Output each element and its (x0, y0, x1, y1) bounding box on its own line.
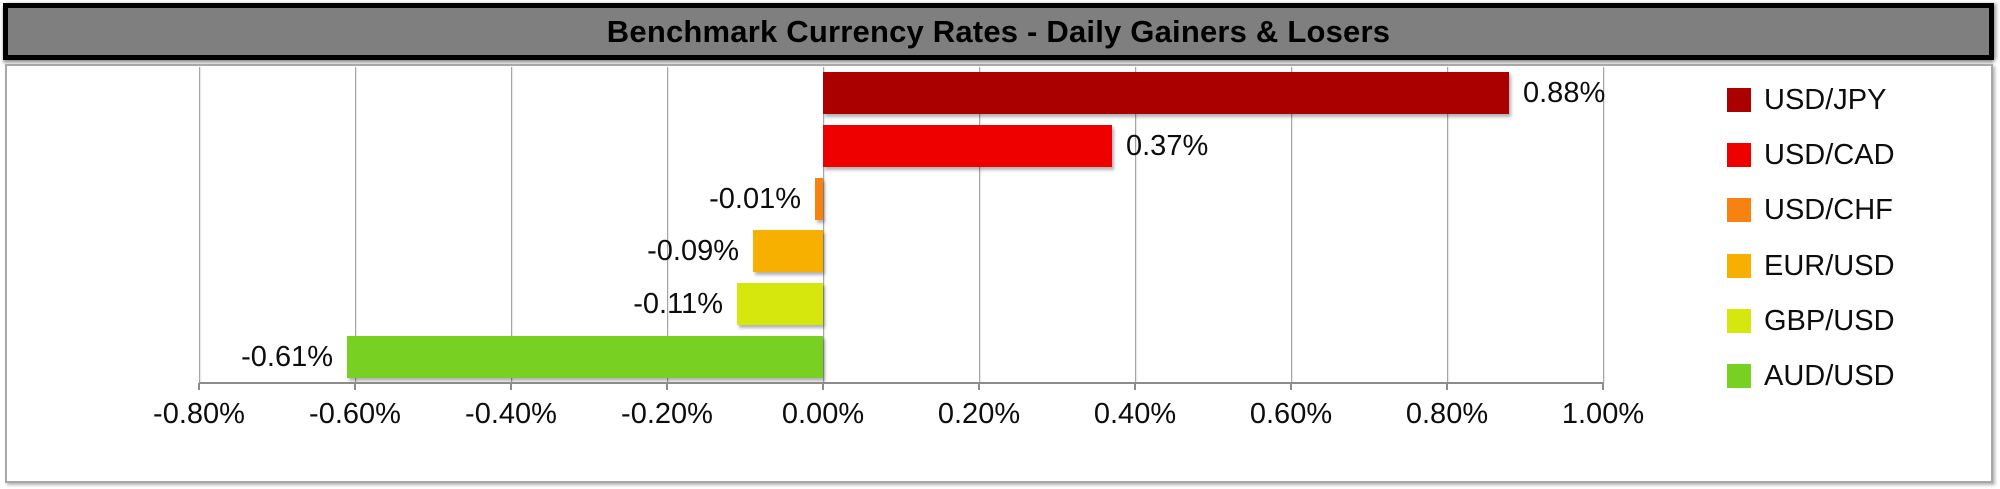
legend-swatch-icon (1727, 88, 1751, 112)
bar-value-label: -0.01% (709, 182, 801, 215)
legend-label: USD/CHF (1764, 193, 1893, 226)
gridline-0.20% (979, 67, 980, 383)
x-tick-label: -0.80% (153, 398, 245, 430)
legend-label: USD/CAD (1764, 138, 1895, 171)
x-tick-label: 0.40% (1093, 398, 1177, 430)
x-tick-label: -0.20% (621, 398, 713, 430)
tick-mark (354, 383, 356, 390)
tick-mark (1134, 383, 1136, 390)
gridline-1.00% (1603, 67, 1604, 383)
gridline-0.60% (1291, 67, 1292, 383)
bar-usd-cad (823, 125, 1112, 167)
legend-item-eur-usd: EUR/USD (1727, 249, 1895, 282)
tick-mark (1290, 383, 1292, 390)
bar-usd-chf (815, 178, 823, 220)
x-tick-label: 1.00% (1561, 398, 1645, 430)
legend-swatch-icon (1727, 364, 1751, 388)
bar-eur-usd (753, 230, 823, 272)
bar-usd-jpy (823, 72, 1509, 114)
x-tick-label: 0.00% (781, 398, 865, 430)
x-tick-label: -0.40% (465, 398, 557, 430)
bar-value-label: -0.61% (241, 340, 333, 373)
legend-label: GBP/USD (1764, 304, 1895, 337)
tick-mark (198, 383, 200, 390)
bar-value-label: -0.11% (633, 287, 723, 320)
legend-label: USD/JPY (1764, 83, 1887, 116)
bar-gbp-usd (737, 283, 823, 325)
tick-mark (510, 383, 512, 390)
tick-mark (666, 383, 668, 390)
gridline-0.80% (1447, 67, 1448, 383)
legend-item-usd-cad: USD/CAD (1727, 138, 1895, 171)
chart-title-band: Benchmark Currency Rates - Daily Gainers… (3, 3, 1994, 60)
gridline--0.40% (511, 67, 512, 383)
legend-label: AUD/USD (1764, 359, 1895, 392)
tick-mark (978, 383, 980, 390)
legend-swatch-icon (1727, 309, 1751, 333)
bar-value-label: 0.37% (1126, 129, 1209, 162)
tick-mark (822, 383, 824, 390)
legend-swatch-icon (1727, 143, 1751, 167)
bar-value-label: -0.09% (647, 234, 739, 267)
x-tick-label: 0.20% (937, 398, 1021, 430)
gridline-0.40% (1135, 67, 1136, 383)
gridline-0.00% (823, 67, 824, 383)
x-tick-label: -0.60% (309, 398, 401, 430)
chart-title: Benchmark Currency Rates - Daily Gainers… (606, 13, 1391, 49)
legend-item-usd-jpy: USD/JPY (1727, 83, 1887, 116)
gridline--0.20% (667, 67, 668, 383)
legend-swatch-icon (1727, 198, 1751, 222)
tick-mark (1602, 383, 1604, 390)
tick-mark (1446, 383, 1448, 390)
gridline--0.80% (199, 67, 200, 383)
gridline--0.60% (355, 67, 356, 383)
x-tick-label: 0.60% (1249, 398, 1333, 430)
bar-aud-usd (347, 336, 823, 378)
legend-item-aud-usd: AUD/USD (1727, 359, 1895, 392)
bar-value-label: 0.88% (1523, 76, 1606, 109)
legend-item-usd-chf: USD/CHF (1727, 193, 1893, 226)
legend-item-gbp-usd: GBP/USD (1727, 304, 1895, 337)
legend-swatch-icon (1727, 254, 1751, 278)
x-tick-label: 0.80% (1405, 398, 1489, 430)
x-axis-line (199, 382, 1603, 384)
legend-label: EUR/USD (1764, 249, 1895, 282)
